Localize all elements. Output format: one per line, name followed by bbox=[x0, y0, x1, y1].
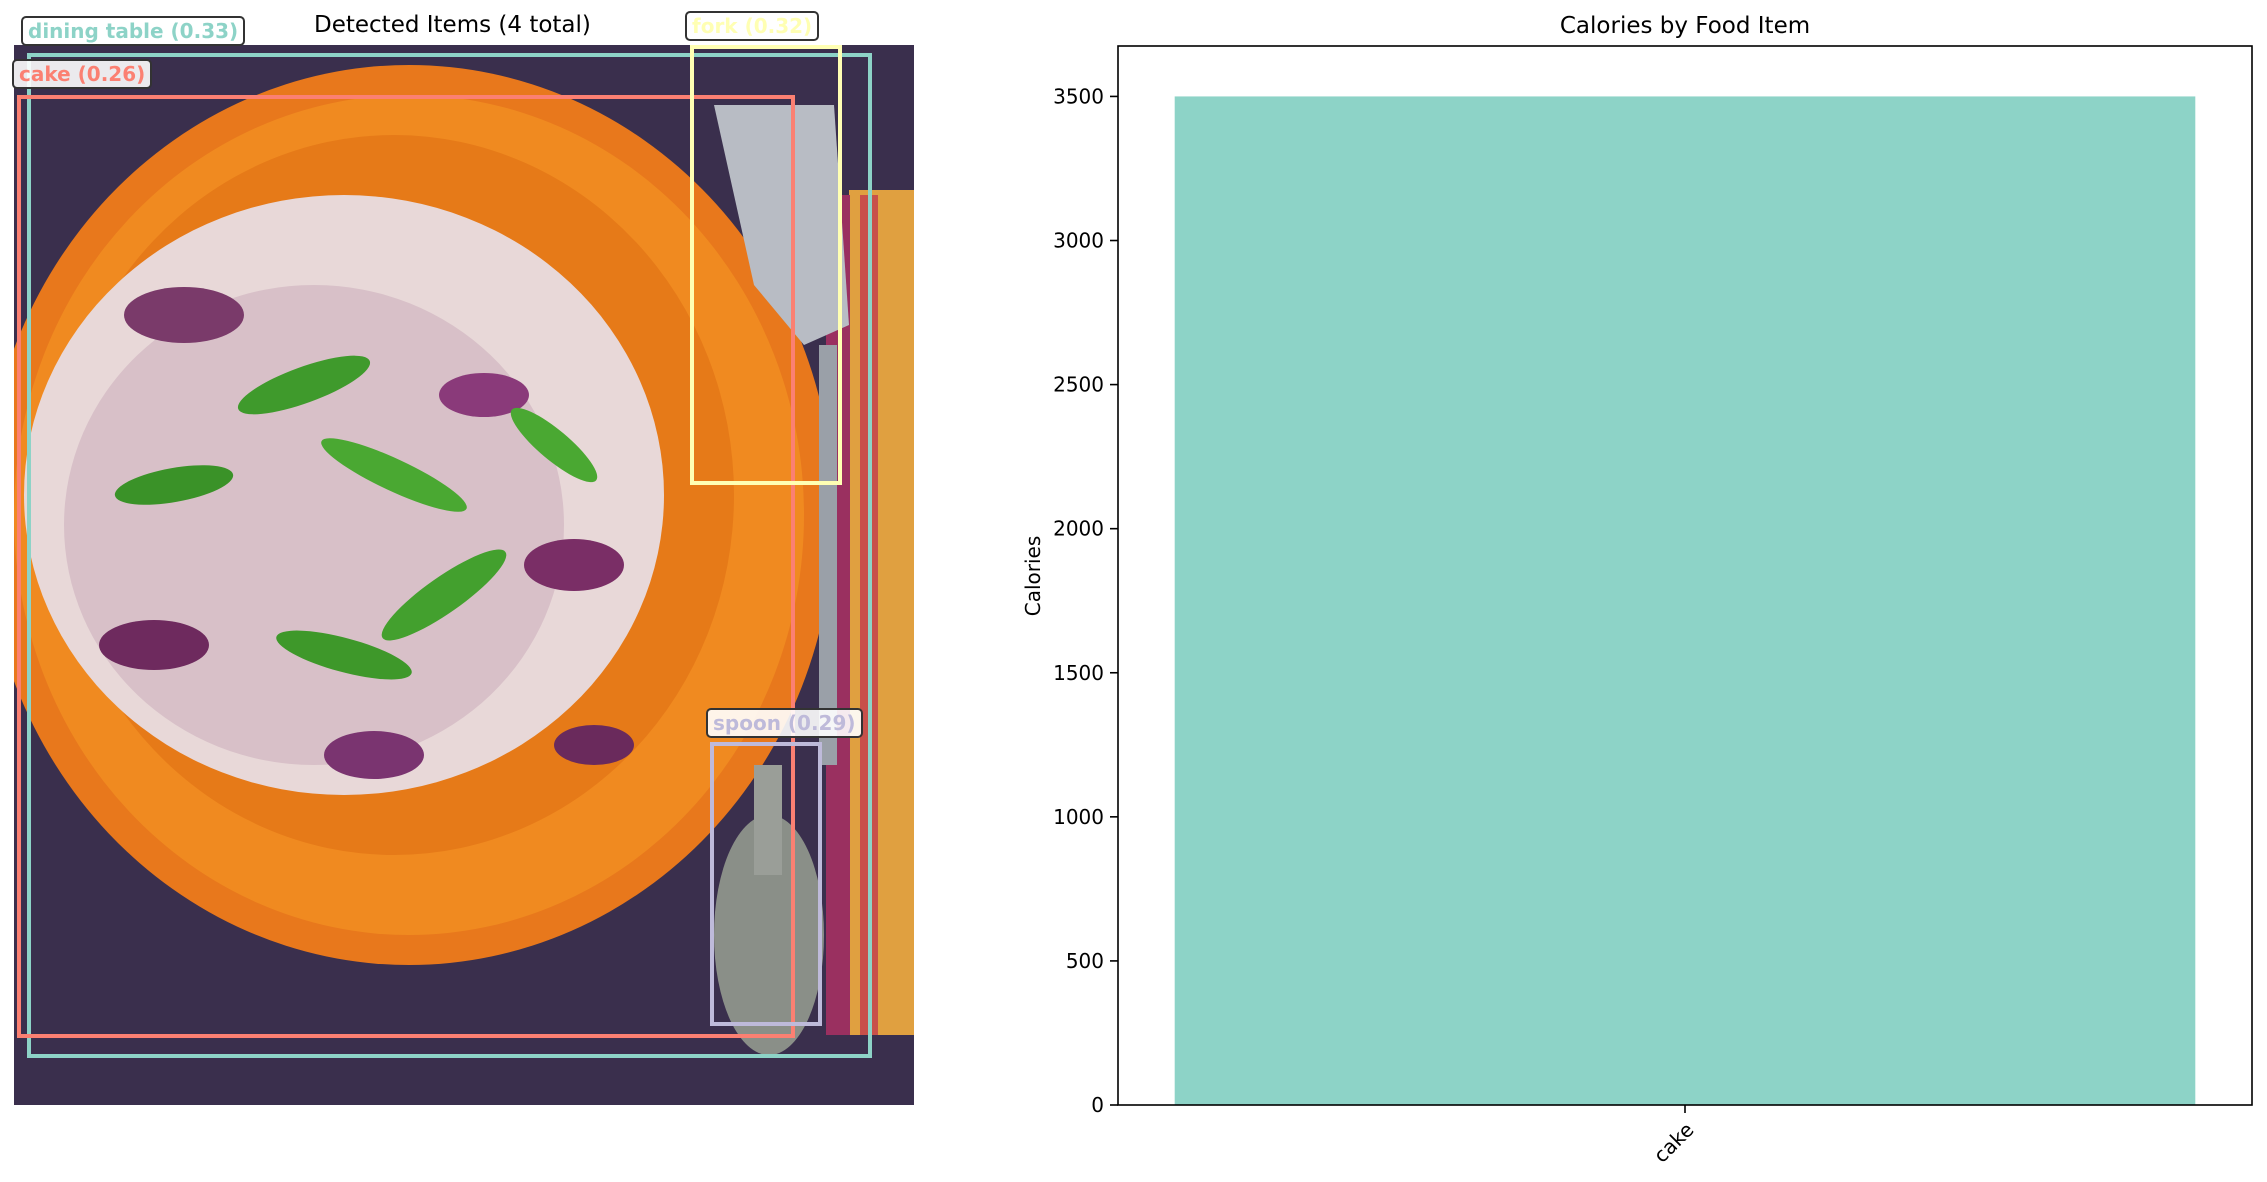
food-photo-illustration bbox=[14, 45, 914, 1105]
food-photo bbox=[14, 45, 914, 1105]
y-tick-label-2000: 2000 bbox=[1053, 517, 1104, 541]
y-tick-label-1000: 1000 bbox=[1053, 805, 1104, 829]
detection-label-fork: fork (0.32) bbox=[685, 11, 820, 41]
detected-items-title: Detected Items (4 total) bbox=[314, 12, 591, 38]
detection-label-spoon: spoon (0.29) bbox=[706, 708, 863, 738]
y-tick-label-1500: 1500 bbox=[1053, 661, 1104, 685]
detection-box-dining-table bbox=[27, 53, 872, 1058]
y-tick-label-500: 500 bbox=[1066, 949, 1104, 973]
detection-box-spoon bbox=[710, 742, 822, 1026]
y-tick-label-0: 0 bbox=[1091, 1093, 1104, 1117]
detection-box-cake bbox=[17, 95, 795, 1038]
detection-box-fork bbox=[690, 45, 842, 485]
y-tick-label-3000: 3000 bbox=[1053, 229, 1104, 253]
bar-cake bbox=[1174, 96, 2196, 1105]
chart-title: Calories by Food Item bbox=[1560, 13, 1810, 39]
plot-frame bbox=[1117, 45, 2253, 1106]
y-tick-label-2500: 2500 bbox=[1053, 373, 1104, 397]
x-tick-label-cake: cake bbox=[1649, 1118, 1699, 1168]
y-tick-label-3500: 3500 bbox=[1053, 84, 1104, 108]
y-axis-label: Calories bbox=[1021, 536, 1045, 617]
detection-label-dining-table: dining table (0.33) bbox=[21, 16, 246, 46]
detection-label-cake: cake (0.26) bbox=[12, 59, 153, 89]
